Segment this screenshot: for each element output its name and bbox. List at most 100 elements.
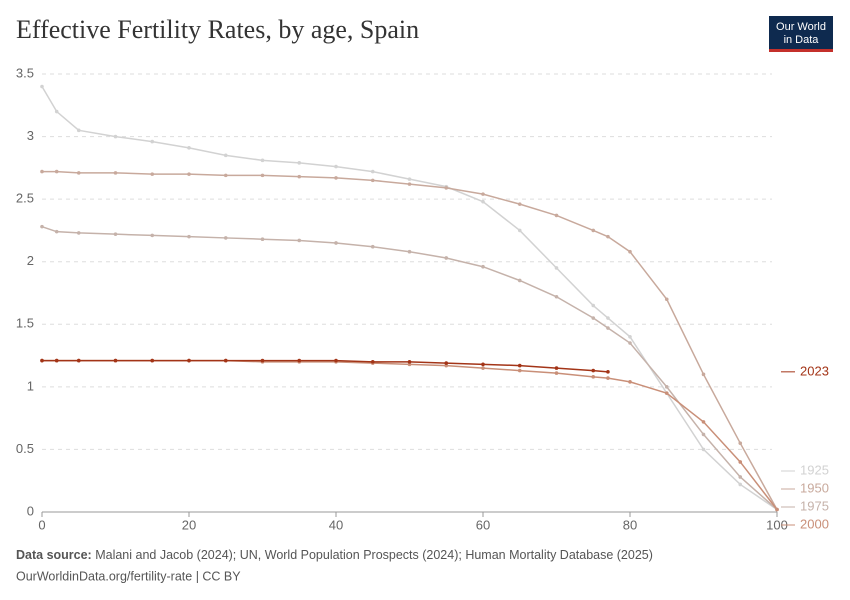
legend-label: 2000 — [800, 516, 829, 531]
point — [223, 173, 228, 178]
y-tick-label: 1 — [27, 378, 34, 393]
point — [517, 278, 522, 283]
point — [554, 213, 559, 218]
point — [591, 228, 596, 233]
series-line — [42, 359, 609, 373]
point — [370, 244, 375, 249]
point — [297, 174, 302, 179]
x-tick-label: 40 — [329, 517, 343, 532]
logo-text: in Data — [784, 34, 820, 46]
point — [628, 380, 632, 384]
y-tick-label: 3 — [27, 128, 34, 143]
point — [76, 128, 81, 133]
point — [664, 385, 669, 389]
y-tick-label: 2 — [27, 253, 34, 268]
point — [260, 237, 265, 241]
y-tick-label: 3.5 — [16, 65, 34, 80]
point — [334, 176, 338, 180]
point — [664, 391, 669, 395]
point — [591, 316, 596, 320]
point — [150, 358, 155, 363]
point — [481, 192, 485, 196]
point — [150, 233, 155, 238]
point — [606, 376, 610, 380]
point — [517, 228, 522, 233]
point — [297, 238, 302, 243]
series-line — [42, 359, 778, 510]
point — [40, 224, 44, 229]
point — [591, 303, 596, 308]
point — [334, 164, 338, 169]
point — [701, 432, 706, 437]
y-tick-label: 2.5 — [16, 191, 34, 206]
series-line — [42, 170, 778, 510]
point — [628, 249, 632, 254]
point — [260, 173, 265, 178]
point — [444, 256, 449, 260]
point — [606, 370, 610, 374]
point — [481, 199, 485, 204]
point — [223, 236, 228, 240]
source-label: Data source: — [16, 548, 92, 562]
point — [54, 169, 59, 174]
point — [40, 169, 44, 174]
point — [76, 171, 81, 175]
point — [701, 420, 706, 424]
point — [701, 372, 706, 377]
point — [554, 294, 559, 299]
point — [664, 297, 669, 302]
x-tick-label: 0 — [38, 517, 45, 532]
point — [297, 161, 302, 165]
chart-title: Effective Fertility Rates, by age, Spain — [16, 15, 419, 44]
point — [297, 358, 302, 363]
legend-label: 2023 — [800, 363, 829, 378]
point — [444, 361, 449, 365]
point — [606, 316, 610, 320]
point — [701, 447, 706, 452]
point — [554, 366, 559, 370]
point — [76, 358, 81, 363]
point — [54, 109, 59, 114]
y-tick-label: 1.5 — [16, 316, 34, 331]
point — [407, 249, 412, 254]
point — [554, 266, 559, 270]
point — [40, 358, 44, 363]
point — [444, 363, 449, 368]
point — [738, 460, 743, 464]
y-tick-label: 0.5 — [16, 441, 34, 456]
x-tick-label: 60 — [476, 517, 490, 532]
point — [606, 234, 610, 239]
source-text: Malani and Jacob (2024); UN, World Popul… — [95, 548, 653, 562]
point — [40, 84, 44, 89]
point — [407, 182, 412, 186]
point — [54, 229, 59, 234]
point — [370, 169, 375, 174]
point — [113, 171, 118, 175]
point — [370, 178, 375, 183]
point — [260, 158, 265, 163]
point — [54, 358, 59, 363]
point — [223, 358, 228, 363]
point — [260, 358, 265, 363]
point — [628, 335, 632, 339]
point — [628, 341, 632, 345]
point — [407, 177, 412, 181]
point — [407, 360, 412, 364]
point — [481, 366, 485, 370]
point — [554, 371, 559, 375]
point — [738, 441, 743, 445]
point — [517, 363, 522, 368]
x-tick-label: 20 — [182, 517, 196, 532]
point — [187, 358, 191, 363]
point — [334, 241, 338, 245]
url: OurWorldinData.org/fertility-rate | CC B… — [16, 569, 241, 583]
point — [187, 234, 191, 239]
point — [150, 139, 155, 144]
point — [606, 326, 610, 330]
legend-label: 1950 — [800, 480, 829, 495]
point — [76, 231, 81, 235]
x-tick-label: 80 — [623, 517, 637, 532]
point — [223, 153, 228, 158]
